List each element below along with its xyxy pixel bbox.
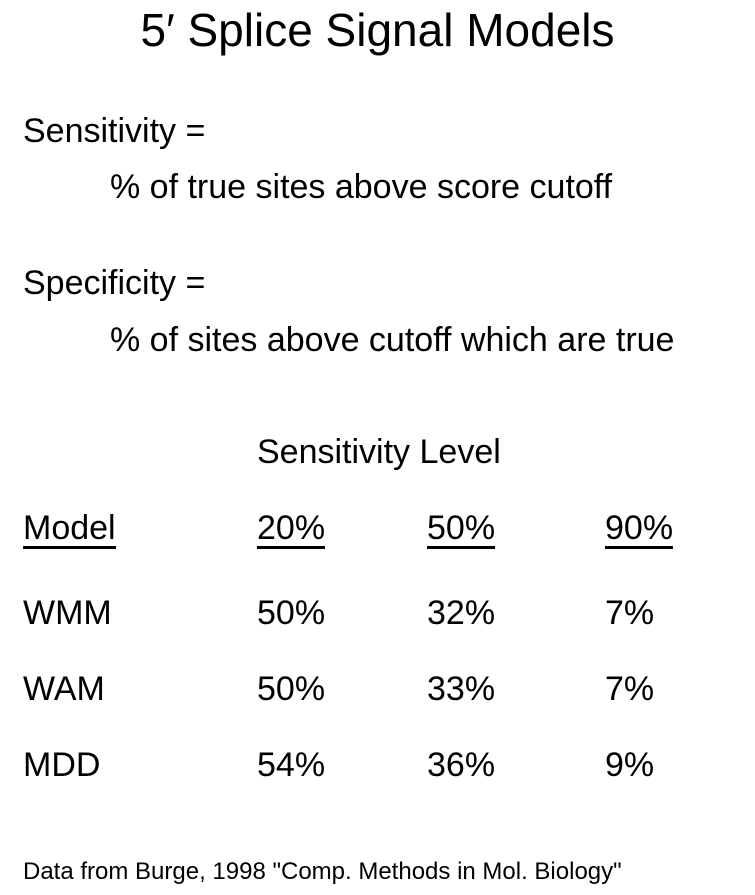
table-cell: 50%	[257, 594, 326, 632]
sensitivity-term: Sensitivity =	[23, 112, 206, 150]
header-90-percent: 90%	[605, 509, 674, 549]
table-cell: 36%	[427, 746, 496, 784]
specificity-definition: % of sites above cutoff which are true	[110, 321, 675, 359]
slide-title: 5′ Splice Signal Models	[140, 4, 615, 56]
specificity-term: Specificity =	[23, 264, 206, 302]
table-caption: Sensitivity Level	[257, 433, 501, 471]
table-cell: 9%	[605, 746, 655, 784]
table-cell: 54%	[257, 746, 326, 784]
header-model: Model	[23, 509, 116, 549]
row-model-mdd: MDD	[23, 746, 101, 784]
source-footnote: Data from Burge, 1998 "Comp. Methods in …	[23, 858, 622, 885]
table-cell: 33%	[427, 670, 496, 708]
sensitivity-definition: % of true sites above score cutoff	[110, 168, 613, 206]
table-cell: 7%	[605, 670, 655, 708]
table-cell: 50%	[257, 670, 326, 708]
row-model-wmm: WMM	[23, 594, 112, 632]
table-cell: 7%	[605, 594, 655, 632]
header-20-percent: 20%	[257, 509, 326, 549]
header-50-percent: 50%	[427, 509, 496, 549]
table-cell: 32%	[427, 594, 496, 632]
row-model-wam: WAM	[23, 670, 105, 708]
